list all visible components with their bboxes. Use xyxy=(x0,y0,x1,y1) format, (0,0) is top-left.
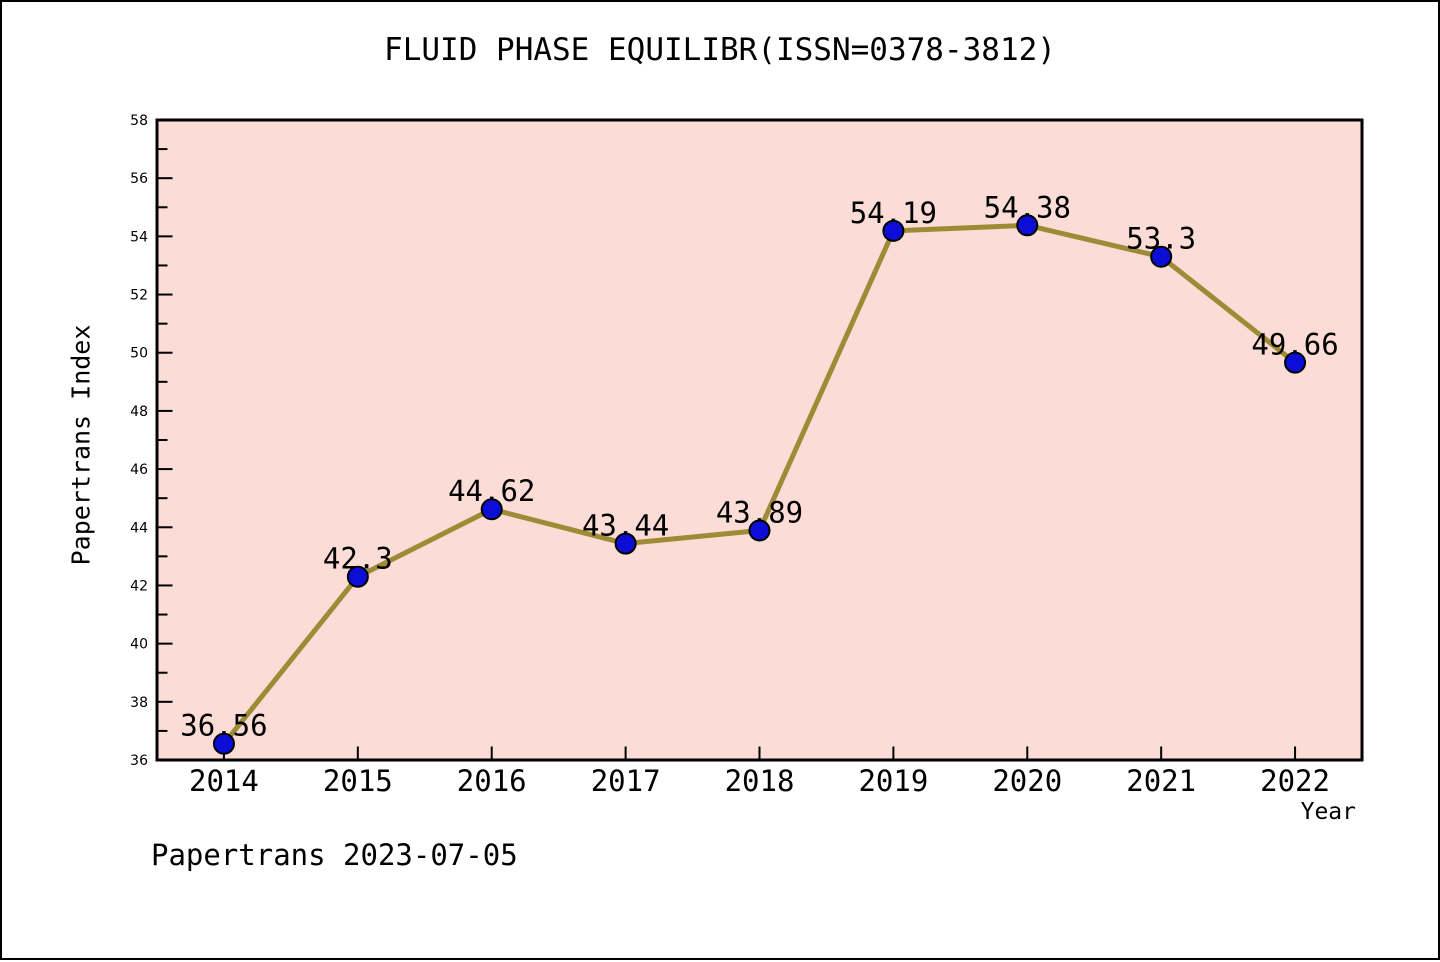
y-tick-label: 44 xyxy=(130,520,148,536)
y-tick-label: 46 xyxy=(130,462,148,478)
data-point-2017 xyxy=(614,532,637,555)
x-tick-label: 2019 xyxy=(858,764,928,798)
y-tick-label: 48 xyxy=(130,404,148,420)
y-tick-label: 36 xyxy=(130,753,148,769)
data-point-2015 xyxy=(346,565,369,588)
x-tick-label: 2018 xyxy=(725,764,795,798)
data-point-2016 xyxy=(480,498,503,521)
x-tick-label: 2020 xyxy=(992,764,1062,798)
y-tick-label: 58 xyxy=(130,113,148,129)
data-point-2018 xyxy=(748,519,771,542)
x-tick-label: 2015 xyxy=(323,764,393,798)
y-tick-label: 50 xyxy=(130,346,148,362)
y-tick-label: 56 xyxy=(130,171,148,187)
x-tick-label: 2014 xyxy=(189,764,259,798)
data-point-2022 xyxy=(1284,351,1307,374)
chart-title: FLUID PHASE EQUILIBR(ISSN=0378-3812) xyxy=(384,32,1056,68)
x-tick-label: 2022 xyxy=(1260,764,1330,798)
y-tick-label: 54 xyxy=(130,229,148,245)
data-point-2019 xyxy=(882,219,905,242)
data-point-2014 xyxy=(212,732,235,755)
x-tick-label: 2021 xyxy=(1126,764,1196,798)
x-tick-label: 2016 xyxy=(457,764,527,798)
y-tick-label: 40 xyxy=(130,637,148,653)
footer-text: Papertrans 2023-07-05 xyxy=(151,838,518,872)
y-tick-label: 38 xyxy=(130,695,148,711)
x-tick-label: 2017 xyxy=(591,764,661,798)
y-tick-label: 42 xyxy=(130,578,148,594)
y-tick-label: 52 xyxy=(130,288,148,304)
data-point-2021 xyxy=(1150,245,1173,268)
data-point-2020 xyxy=(1016,214,1039,237)
x-axis-label: Year xyxy=(1300,799,1356,825)
plot-background xyxy=(155,118,1364,762)
